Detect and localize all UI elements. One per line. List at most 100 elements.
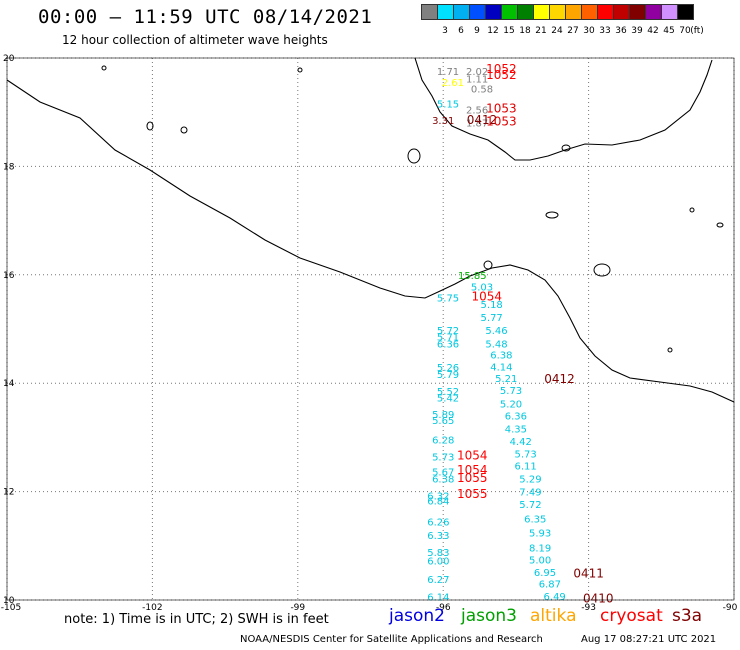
wave-height-value: 5.20 [500,399,522,410]
island-outline [146,121,154,131]
wave-height-value: 6.38 [490,350,512,361]
wave-height-value: 5.75 [437,294,459,305]
wave-height-value: 4.14 [490,362,512,373]
pass-id-label: 1053 [486,101,517,115]
wave-height-value: 5.65 [432,416,454,427]
map-frame [6,57,735,601]
wave-height-colorbar: 3 6 9 12 15 18 21 24 27 30 33 36 39 42 45 70 (ft) [421,4,704,36]
wave-height-value: 5.48 [485,340,507,351]
pass-id-label: 1052 [486,62,517,76]
colorbar-tick-label: 45 [663,26,675,36]
legend-jason2: jason2 [389,606,445,626]
island-outline [689,207,695,213]
island-outline [483,260,493,270]
wave-height-value: 6.36 [505,412,527,423]
wave-height-value: 2.56 [466,105,488,116]
wave-height-value: 6.00 [427,556,449,567]
wave-height-value: 1.11 [466,75,488,86]
island-outline [667,347,673,353]
lat-tick-label: 14 [3,379,15,389]
wave-height-value: 5.03 [471,283,493,294]
wave-height-value: 3.31 [432,116,454,127]
wave-height-value: 6.32 [427,491,449,502]
wave-height-value: 5.73 [432,452,454,463]
pass-id-label: 0411 [573,566,604,580]
wave-height-value: 5.83 [427,548,449,559]
lon-tick-label: -90 [723,603,738,613]
colorbar-tick-label: 30 [583,26,595,36]
island-outline [561,144,571,152]
wave-height-value: 5.73 [500,386,522,397]
wave-height-value: 1.71 [437,67,459,78]
colorbar-tick-label: 15 [503,26,515,36]
wave-height-value: 6.28 [432,436,454,447]
island-outline [180,126,188,134]
wave-height-value: 6.26 [427,517,449,528]
wave-height-value: 6.49 [544,592,566,603]
pass-id-label: 1055 [457,471,488,485]
map-subtitle: 12 hour collection of altimeter wave hei… [62,33,328,47]
island-outline [545,211,559,219]
colorbar-tick-label: 9 [474,26,480,36]
pass-id-label: 0412 [544,372,575,386]
lon-tick-label: -93 [581,603,596,613]
credit-line: NOAA/NESDIS Center for Satellite Applica… [240,634,543,645]
pass-id-label: 1053 [486,114,517,128]
wave-height-value: 5.72 [437,326,459,337]
wave-height-value: 6.27 [427,575,449,586]
island-outline [297,67,303,73]
wave-height-value: 1.87 [466,118,488,129]
footer-note: note: 1) Time is in UTC; 2) SWH is in fe… [64,612,329,627]
legend-altika: altika [530,606,577,626]
wave-height-value: 5.71 [437,333,459,344]
wave-height-value: 5.52 [437,387,459,398]
colorbar-tick-label: 39 [631,26,643,36]
wave-height-value: 2.61 [442,78,464,89]
wave-height-value: 0.58 [471,84,493,95]
wave-height-value: 5.77 [481,313,503,324]
colorbar-tick-label: 18 [519,26,531,36]
wave-height-value: 5.73 [514,450,536,461]
lat-tick-label: 18 [3,162,15,172]
generated-timestamp: Aug 17 08:27:21 UTC 2021 [581,634,717,645]
wave-height-value: 8.19 [529,543,551,554]
coastline [6,79,735,403]
pass-id-label: 1055 [457,487,488,501]
wave-height-value: 6.84 [427,496,449,507]
pass-id-label: 0412 [467,113,498,127]
wave-height-value: 4.35 [505,425,527,436]
pass-id-label: 0410 [583,591,614,605]
pass-id-label: 1052 [486,68,517,82]
legend-cryosat: cryosat [600,606,663,626]
wave-height-value: 6.14 [427,593,449,604]
wave-height-value: 2.02 [466,67,488,78]
colorbar-unit: (ft) [690,26,704,36]
colorbar-tick-label: 42 [647,26,659,36]
colorbar-tick-label: 27 [567,26,579,36]
wave-height-value: 5.93 [529,528,551,539]
wave-height-value: 5.42 [437,393,459,404]
colorbar-tick-label: 12 [487,26,499,36]
island-outline [716,222,724,228]
wave-height-value: 5.89 [432,410,454,421]
pass-id-label: 1054 [457,463,488,477]
pass-id-label: 1054 [457,448,488,462]
legend-jason3: jason3 [461,606,517,626]
lon-tick-label: -96 [436,603,451,613]
lat-tick-label: 20 [3,54,15,64]
wave-height-value: 6.35 [524,515,546,526]
wave-height-value: 6.11 [514,462,536,473]
lat-tick-label: 12 [3,488,14,498]
island-outline [101,65,107,71]
wave-height-value: 5.29 [519,475,541,486]
wave-height-value: 5.26 [437,363,459,374]
wave-height-value: 7.49 [519,488,541,499]
island-outline [407,148,421,164]
gulf-coastline [414,57,713,161]
wave-height-value: 4.42 [510,437,532,448]
wave-height-value: 5.72 [519,500,541,511]
lon-tick-label: -99 [290,603,305,613]
map-title: 00:00 – 11:59 UTC 08/14/2021 [38,6,373,28]
wave-height-value: 15.85 [458,271,487,282]
